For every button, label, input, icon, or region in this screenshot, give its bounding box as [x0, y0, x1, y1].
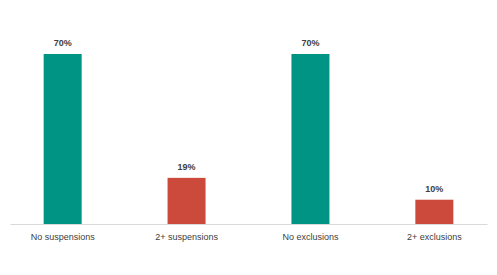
plot: No suspensions 2+ suspensions No exclusion… — [11, 38, 488, 242]
x-tick: No exclusions — [282, 224, 339, 242]
data-label: 10% — [425, 184, 443, 194]
x-tick: 2+ suspensions — [155, 224, 218, 242]
x-tick-label: 2+ exclusions — [407, 232, 462, 242]
bar — [415, 200, 453, 224]
data-label: 19% — [178, 162, 196, 172]
data-label: 70% — [301, 38, 319, 48]
chart: No suspensions 2+ suspensions No exclusion… — [0, 0, 497, 275]
x-tick-label: 2+ suspensions — [155, 232, 218, 242]
bar — [291, 54, 329, 224]
x-tick-label: No suspensions — [31, 232, 96, 242]
x-tick: No suspensions — [31, 224, 96, 242]
x-axis: No suspensions 2+ suspensions No exclusion… — [11, 224, 488, 242]
data-labels: 70% 19% 70% 10% — [54, 38, 444, 194]
x-tick: 2+ exclusions — [407, 224, 462, 242]
data-label: 70% — [54, 38, 72, 48]
x-axis-line — [11, 224, 488, 225]
bar — [168, 178, 206, 224]
bar — [44, 54, 82, 224]
bars — [44, 54, 454, 224]
x-tick-label: No exclusions — [282, 232, 339, 242]
